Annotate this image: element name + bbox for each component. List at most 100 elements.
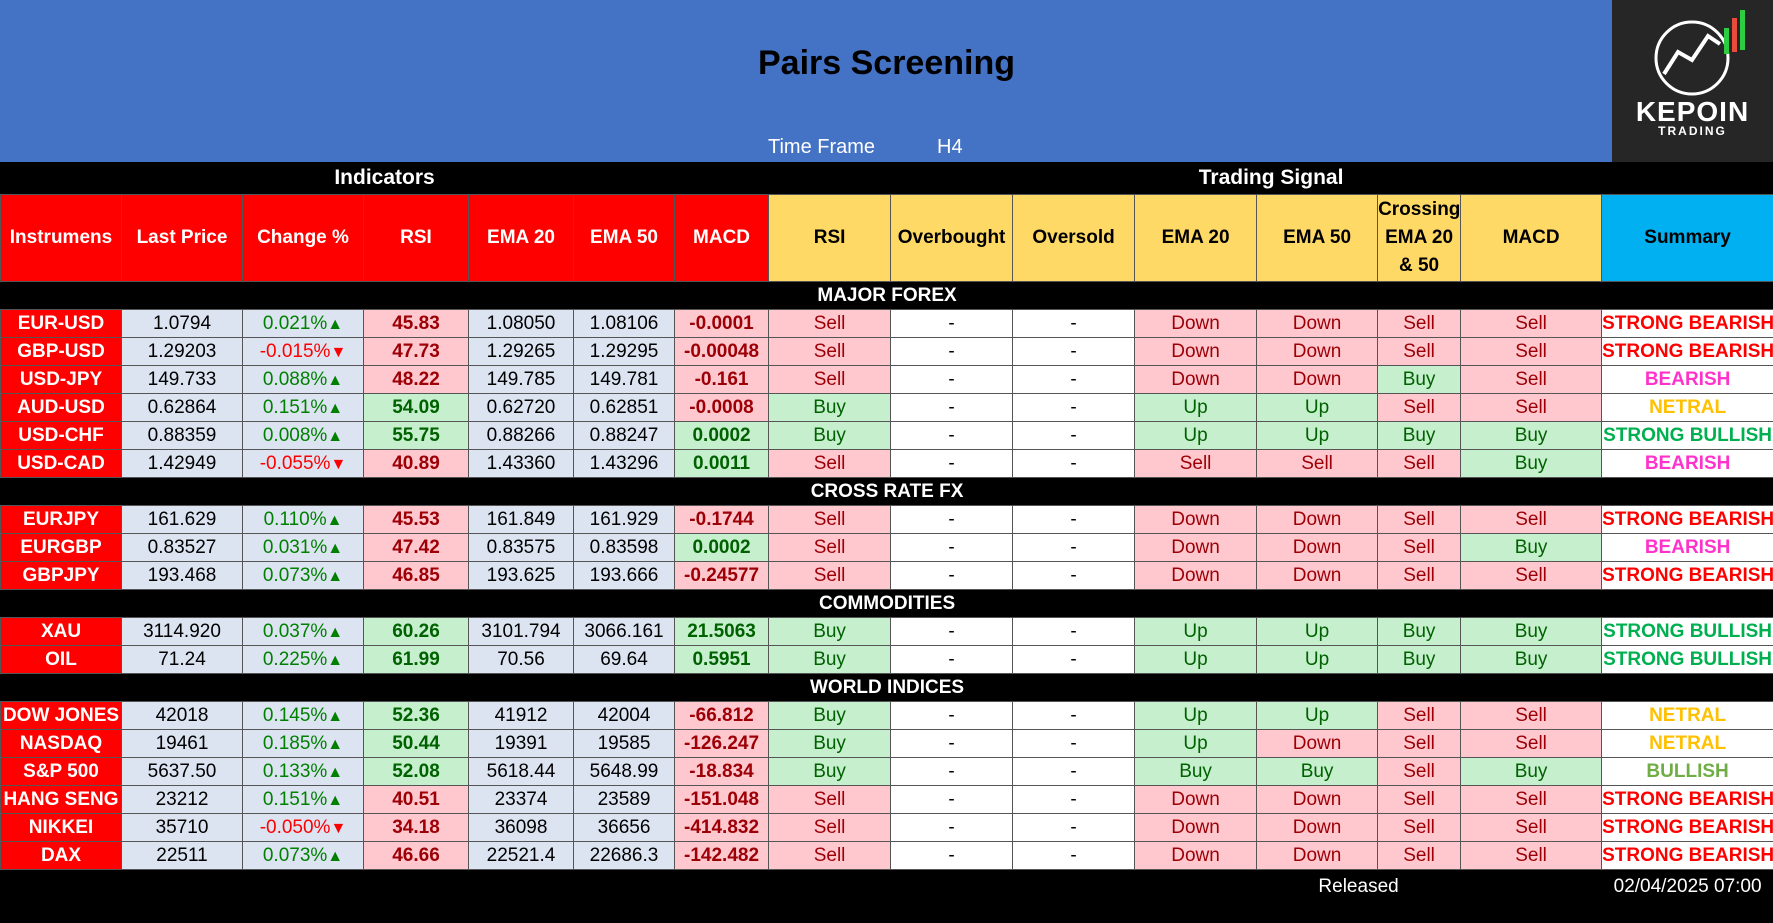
cell: - — [890, 365, 1014, 394]
trend-arrow: ▲ — [327, 623, 344, 641]
cell: - — [1012, 533, 1136, 562]
cell: 1.29203 — [121, 337, 243, 366]
cell: 161.629 — [121, 505, 243, 534]
cell: 193.625 — [468, 561, 574, 590]
cell: -0.055%▼ — [242, 449, 364, 478]
cell: Sell — [1460, 813, 1603, 842]
logo: KEPOIN TRADING — [1612, 0, 1773, 164]
cell: Down — [1256, 309, 1379, 338]
cell: 46.66 — [363, 841, 469, 870]
cell: - — [890, 505, 1014, 534]
change-value: 0.151% — [262, 396, 328, 418]
cell: 0.0002 — [673, 533, 770, 562]
cell: GBP-USD — [0, 337, 122, 366]
cell: 40.89 — [363, 449, 469, 478]
cell: STRONG BEARISH — [1601, 841, 1773, 870]
change-value: -0.055% — [259, 452, 331, 474]
change-value: 0.133% — [262, 760, 328, 782]
cell: - — [1012, 505, 1136, 534]
cell: Sell — [1460, 841, 1603, 870]
cell: STRONG BEARISH — [1601, 813, 1773, 842]
change-value: 0.073% — [262, 564, 328, 586]
trend-arrow: ▲ — [327, 427, 344, 445]
cell: OIL — [0, 645, 122, 674]
cell: -0.161 — [673, 365, 770, 394]
cell: Sell — [1377, 701, 1462, 730]
cell: 0.88266 — [468, 421, 574, 450]
cell: - — [1012, 365, 1136, 394]
cell: 193.666 — [573, 561, 675, 590]
change-value: 0.037% — [262, 620, 328, 642]
change-value: 0.088% — [262, 368, 328, 390]
cell: Up — [1134, 617, 1258, 646]
trend-arrow: ▲ — [327, 651, 344, 669]
cell: 35710 — [121, 813, 243, 842]
cell: Sell — [1460, 561, 1603, 590]
cell: 193.468 — [121, 561, 243, 590]
cell: Buy — [1377, 365, 1462, 394]
cell: Down — [1256, 729, 1379, 758]
cell: 46.85 — [363, 561, 469, 590]
trend-arrow: ▲ — [327, 399, 344, 417]
trend-arrow: ▲ — [327, 371, 344, 389]
cell: 0.62851 — [573, 393, 675, 422]
cell: Up — [1134, 645, 1258, 674]
cell: Up — [1256, 393, 1379, 422]
cell: -0.050%▼ — [242, 813, 364, 842]
cell: Buy — [1460, 645, 1603, 674]
cell: 22521.4 — [468, 841, 574, 870]
cell: 19585 — [573, 729, 675, 758]
cell: Sell — [1377, 449, 1462, 478]
cell: BEARISH — [1601, 365, 1773, 394]
cell: Sell — [1377, 309, 1462, 338]
cell: -0.00048 — [673, 337, 770, 366]
column-header: Change % — [242, 194, 364, 282]
cell: 52.36 — [363, 701, 469, 730]
logo-icon — [1654, 10, 1745, 96]
cell: 3114.920 — [121, 617, 243, 646]
cell: - — [890, 757, 1014, 786]
cell: - — [890, 729, 1014, 758]
cell: Sell — [1460, 393, 1603, 422]
column-header: Oversold — [1012, 194, 1136, 282]
cell: 3101.794 — [468, 617, 574, 646]
cell: BEARISH — [1601, 449, 1773, 478]
section-row: MAJOR FOREX — [0, 281, 1773, 310]
cell: 55.75 — [363, 421, 469, 450]
cell: 0.151%▲ — [242, 393, 364, 422]
cell: 36656 — [573, 813, 675, 842]
cell: Sell — [1256, 449, 1379, 478]
cell: Up — [1256, 645, 1379, 674]
cell: 5618.44 — [468, 757, 574, 786]
cell: 19391 — [468, 729, 574, 758]
cell: 1.43360 — [468, 449, 574, 478]
cell: S&P 500 — [0, 757, 122, 786]
cell: 41912 — [468, 701, 574, 730]
change-value: 0.185% — [262, 732, 328, 754]
column-header: EMA 50 — [1256, 194, 1379, 282]
cell: Sell — [1460, 785, 1603, 814]
trend-arrow: ▼ — [330, 343, 347, 361]
cell: 69.64 — [573, 645, 675, 674]
cell: Buy — [768, 617, 892, 646]
cell: Sell — [768, 505, 892, 534]
cell: -0.1744 — [673, 505, 770, 534]
cell: -18.834 — [673, 757, 770, 786]
cell: - — [1012, 393, 1136, 422]
logo-text: KEPOIN — [1635, 96, 1750, 127]
cell: 1.08106 — [573, 309, 675, 338]
cell: 0.83527 — [121, 533, 243, 562]
cell: Sell — [768, 365, 892, 394]
column-header: Last Price — [121, 194, 243, 282]
data-row: S&P 500 5637.50 0.133%▲ 52.08 5618.44 5648.99… — [0, 757, 1773, 786]
cell: Buy — [1460, 533, 1603, 562]
cell: 0.88247 — [573, 421, 675, 450]
cell: Sell — [1460, 701, 1603, 730]
cell: Sell — [768, 561, 892, 590]
cell: 0.021%▲ — [242, 309, 364, 338]
change-value: 0.151% — [262, 788, 328, 810]
cell: Buy — [768, 701, 892, 730]
cell: EURGBP — [0, 533, 122, 562]
cell: Buy — [1377, 617, 1462, 646]
cell: 0.88359 — [121, 421, 243, 450]
